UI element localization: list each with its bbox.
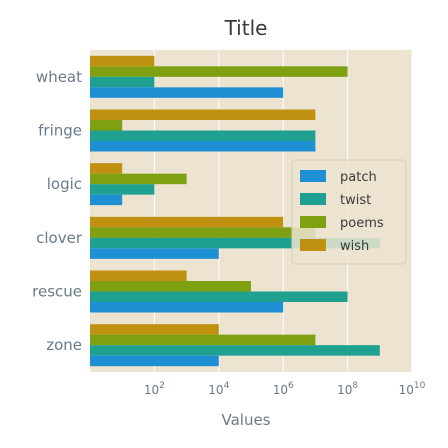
x-tick-labels: 102 104 106 108 1010 xyxy=(144,381,426,397)
bar-zone-wish xyxy=(90,324,219,335)
category-label-wheat: wheat xyxy=(36,68,82,86)
bar-zone-twist xyxy=(90,345,380,356)
bar-rescue-poems xyxy=(90,281,251,292)
bar-clover-wish xyxy=(90,216,284,228)
bar-logic-patch xyxy=(90,194,123,206)
chart-title: Title xyxy=(224,16,268,40)
bars xyxy=(90,55,380,367)
bar-logic-twist xyxy=(90,184,155,195)
category-label-fringe: fringe xyxy=(38,122,82,140)
bar-fringe-twist xyxy=(90,130,316,141)
category-labels: zone rescue clover logic fringe wheat xyxy=(32,68,83,354)
bar-fringe-wish xyxy=(90,109,316,120)
legend-swatch-wish xyxy=(300,239,326,251)
bar-zone-poems xyxy=(90,334,316,346)
legend-label-wish: wish xyxy=(340,239,369,254)
x-tick-label-0: 102 xyxy=(144,381,165,397)
legend-box xyxy=(291,159,407,265)
x-axis-label: Values xyxy=(221,411,270,429)
x-tick-label-3: 108 xyxy=(337,381,358,397)
bar-fringe-patch xyxy=(90,141,316,152)
bar-rescue-patch xyxy=(90,302,284,313)
x-tick-label-1: 104 xyxy=(208,381,229,397)
category-label-rescue: rescue xyxy=(32,283,82,301)
bar-wheat-wish xyxy=(90,55,155,67)
bar-clover-poems xyxy=(90,227,316,238)
bar-logic-wish xyxy=(90,163,123,174)
legend-label-poems: poems xyxy=(340,216,384,231)
bar-zone-patch xyxy=(90,355,219,367)
category-label-logic: logic xyxy=(47,175,82,193)
x-tick-label-2: 106 xyxy=(273,381,294,397)
legend-swatch-twist xyxy=(300,193,326,205)
legend: patch twist poems wish xyxy=(291,159,407,265)
x-tick-label-4: 1010 xyxy=(399,381,426,397)
bar-logic-poems xyxy=(90,173,187,185)
bar-rescue-wish xyxy=(90,270,187,281)
legend-swatch-patch xyxy=(300,170,326,182)
bar-wheat-poems xyxy=(90,66,348,77)
category-label-zone: zone xyxy=(46,336,82,354)
bar-wheat-patch xyxy=(90,87,284,98)
bar-clover-patch xyxy=(90,248,219,259)
legend-label-patch: patch xyxy=(340,170,377,185)
bar-rescue-twist xyxy=(90,291,348,302)
category-label-clover: clover xyxy=(36,229,83,247)
legend-swatch-poems xyxy=(300,216,326,228)
bar-fringe-poems xyxy=(90,120,123,131)
legend-label-twist: twist xyxy=(340,193,371,208)
bar-clover-twist xyxy=(90,237,380,249)
bar-wheat-twist xyxy=(90,76,155,88)
